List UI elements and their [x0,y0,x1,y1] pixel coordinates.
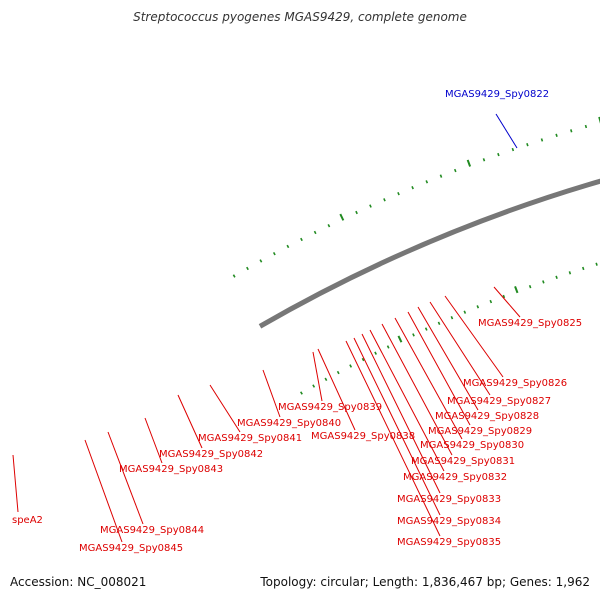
outer-tick [327,223,331,228]
inner-tick [437,321,441,325]
inner-tick [450,315,454,320]
label-leader-line [495,113,518,149]
gene-label[interactable]: MGAS9429_Spy0828 [435,411,539,422]
outer-tick [425,180,429,184]
outer-tick [466,159,472,167]
outer-tick [411,186,414,190]
outer-tick [570,129,573,133]
inner-tick [374,351,377,355]
gene-label[interactable]: MGAS9429_Spy0829 [428,426,532,437]
inner-tick [336,370,340,375]
gene-label[interactable]: MGAS9429_Spy0831 [411,456,515,467]
inner-tick [595,262,598,266]
outer-tick [259,259,263,263]
outer-tick [300,237,303,242]
gene-label[interactable]: MGAS9429_Spy0827 [447,396,551,407]
label-leader-line [84,439,123,543]
outer-tick [526,143,529,147]
inner-tick [312,384,316,388]
inner-tick [361,357,365,362]
gene-label[interactable]: MGAS9429_Spy0832 [403,472,507,483]
outer-tick [497,152,500,157]
inner-tick [412,333,415,337]
label-leader-line [12,454,19,513]
inner-tick [349,364,353,368]
gene-label[interactable]: MGAS9429_Spy0840 [237,418,341,429]
inner-tick [502,294,506,299]
gene-label[interactable]: MGAS9429_Spy0839 [278,402,382,413]
label-leader-line [444,295,504,378]
outer-tick [511,147,515,152]
gene-label[interactable]: MGAS9429_Spy0822 [445,89,549,100]
gene-label[interactable]: MGAS9429_Spy0835 [397,537,501,548]
label-leader-line [312,351,323,402]
gene-label[interactable]: MGAS9429_Spy0843 [119,464,223,475]
inner-tick [424,327,428,331]
inner-tick [489,299,493,304]
inner-tick [542,280,545,284]
inner-tick [555,275,558,279]
label-leader-line [209,384,241,433]
inner-tick [324,377,328,381]
inner-tick [300,391,303,395]
gene-label[interactable]: MGAS9429_Spy0844 [100,525,204,536]
label-leader-line [345,340,441,537]
outer-tick [246,266,249,271]
label-leader-line [407,311,471,426]
gene-label[interactable]: MGAS9429_Spy0825 [478,318,582,329]
label-leader-line [353,337,441,516]
outer-tick [355,210,358,215]
outer-tick [453,168,457,173]
outer-tick [439,174,443,178]
label-leader-line [429,301,491,396]
label-leader-line [361,333,441,494]
outer-tick [313,230,317,235]
gene-label[interactable]: MGAS9429_Spy0842 [159,449,263,460]
label-leader-line [394,317,463,440]
outer-tick [272,251,276,256]
inner-tick [514,285,519,294]
outer-tick [369,204,372,208]
label-leader-line [493,286,521,318]
inner-tick [386,345,390,349]
label-leader-line [381,323,453,456]
inner-tick [582,266,585,271]
gene-label[interactable]: MGAS9429_Spy0834 [397,516,501,527]
gene-label[interactable]: speA2 [12,515,43,526]
inner-tick [397,335,403,343]
label-leader-line [262,369,281,418]
genome-backbone [258,178,600,329]
label-leader-line [107,431,144,525]
gene-label[interactable]: MGAS9429_Spy0826 [463,378,567,389]
outer-tick [555,133,558,137]
outer-tick [397,192,400,196]
genome-title: Streptococcus pyogenes MGAS9429, complet… [133,10,467,24]
gene-label[interactable]: MGAS9429_Spy0830 [420,440,524,451]
inner-tick [528,284,532,289]
inner-tick [463,310,467,314]
outer-tick [232,274,236,278]
outer-tick [339,213,345,221]
gene-label[interactable]: MGAS9429_Spy0841 [198,433,302,444]
label-leader-line [369,329,445,472]
gene-label[interactable]: MGAS9429_Spy0838 [311,431,415,442]
label-leader-line [177,394,203,449]
outer-tick [482,158,486,162]
genome-summary: Topology: circular; Length: 1,836,467 bp… [260,575,590,589]
gene-label[interactable]: MGAS9429_Spy0833 [397,494,501,505]
outer-tick [540,138,544,142]
label-leader-line [317,348,356,431]
gene-label[interactable]: MGAS9429_Spy0845 [79,543,183,554]
label-leader-line [417,306,479,411]
label-leader-line [144,417,163,464]
outer-tick [584,124,588,129]
inner-tick [568,271,572,275]
accession-label: Accession: NC_008021 [10,575,147,589]
outer-tick [286,244,290,249]
outer-tick [383,198,386,202]
inner-tick [476,305,480,309]
